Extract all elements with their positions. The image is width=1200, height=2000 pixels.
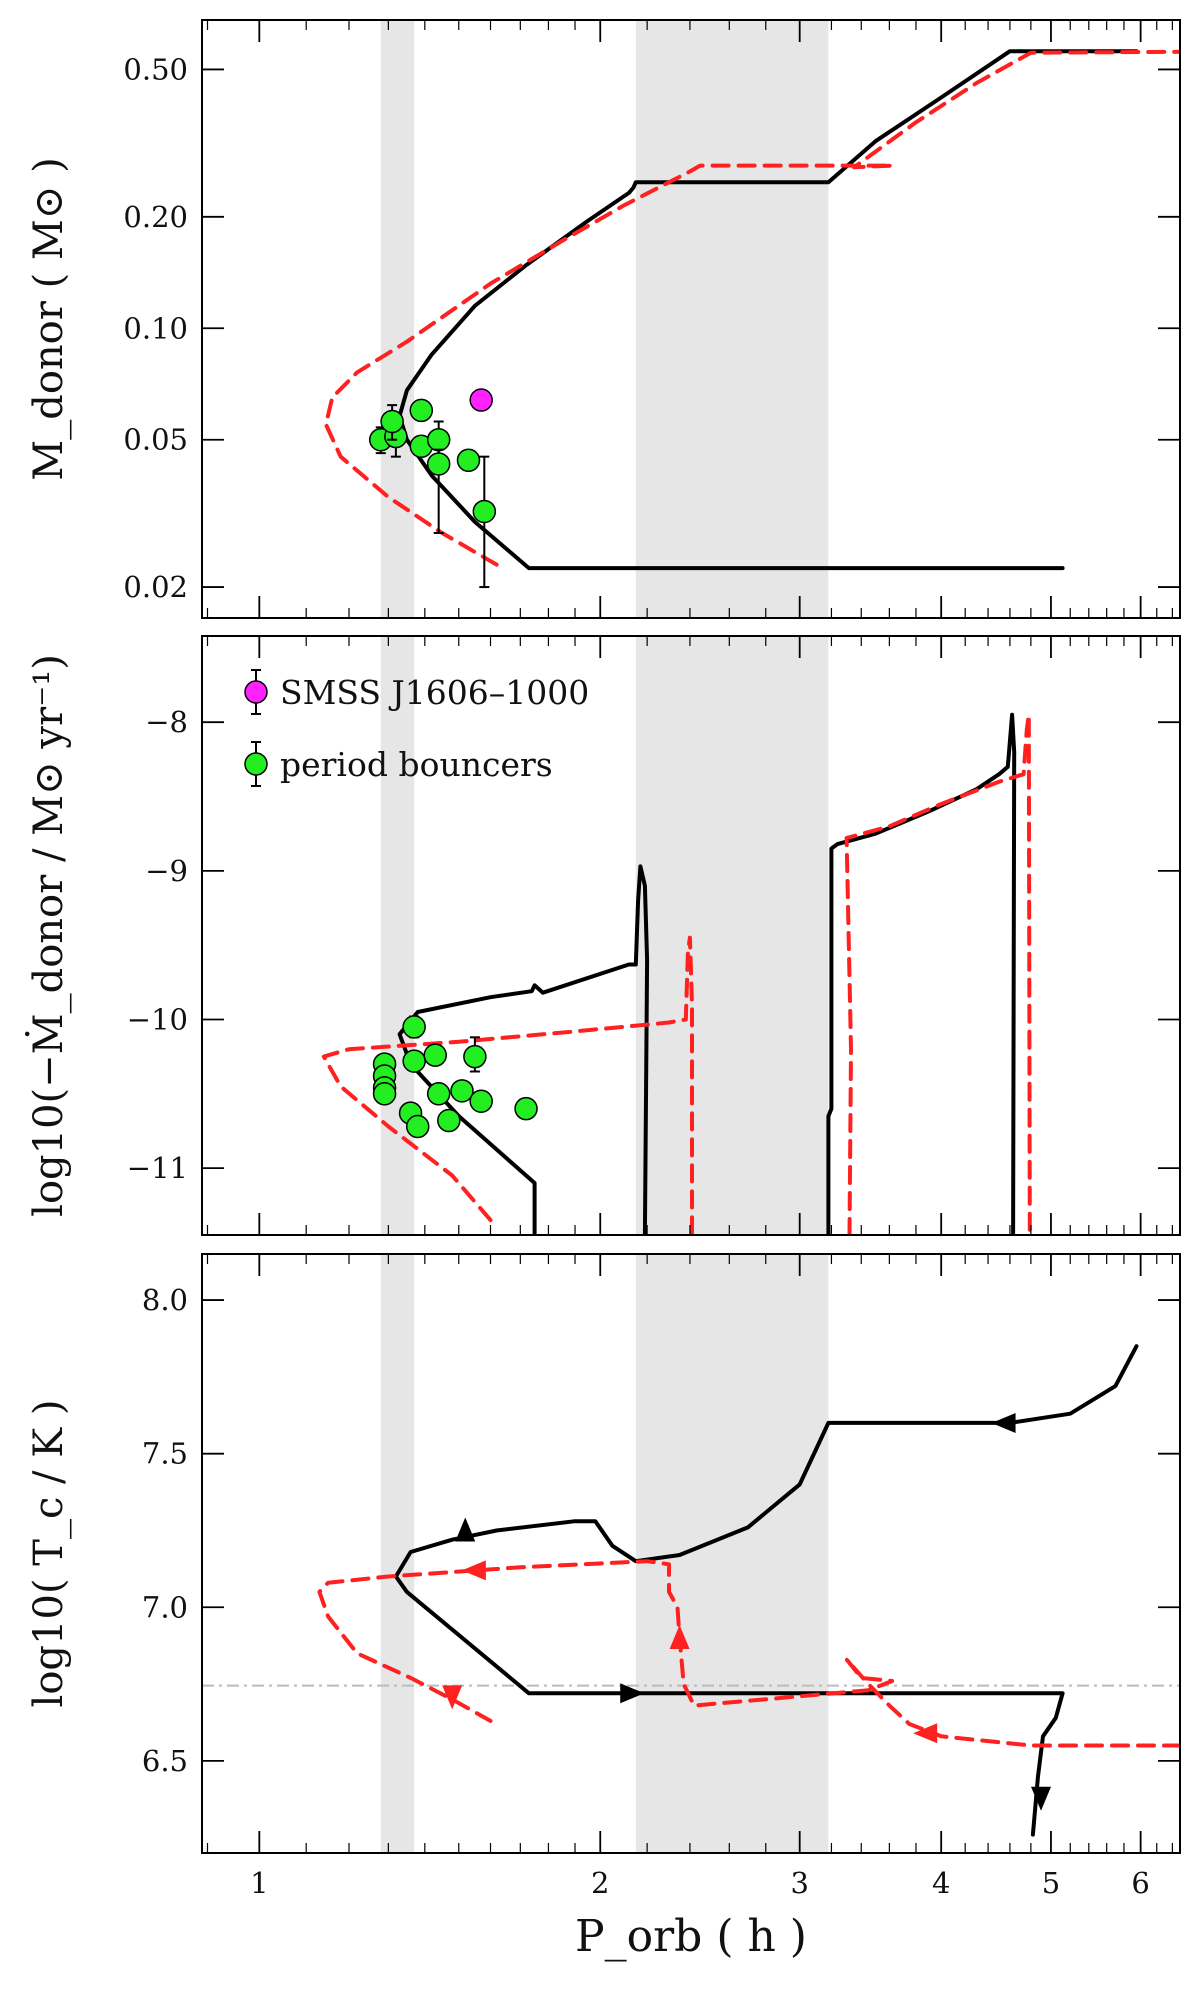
period-bouncer-point <box>463 1044 487 1069</box>
panel-frame <box>201 1253 1181 1854</box>
y-tick-label: 0.05 <box>123 423 188 457</box>
y-tick-label: −8 <box>145 705 188 739</box>
legend-label: period bouncers <box>280 745 553 784</box>
y-tick-label: 6.5 <box>142 1744 188 1778</box>
panel-frame <box>201 635 1181 1236</box>
y-tick-label: −9 <box>145 854 188 888</box>
y-tick-label: 0.50 <box>123 52 188 86</box>
series-red-dashed-line <box>321 935 694 1235</box>
y-tick-label: 0.02 <box>123 570 188 604</box>
direction-arrow <box>455 1517 476 1542</box>
y-tick-label: 0.10 <box>123 311 188 345</box>
panel-central-temperature: 6.5 7.0 7.5 8.0 1 2 3 4 5 6 log10( T_c / K ) P_orb … <box>26 1253 1181 1962</box>
direction-arrow <box>913 1723 938 1744</box>
series-black-solid-line <box>397 864 650 1235</box>
period-bouncer-point <box>456 448 481 473</box>
plot-area <box>323 49 1180 589</box>
period-bouncer-point <box>426 1082 451 1106</box>
legend-marker <box>244 680 268 704</box>
shaded-region <box>635 636 829 1235</box>
period-bouncer-point <box>426 427 451 452</box>
period-bouncer-point <box>402 1015 426 1039</box>
shaded-region <box>635 1254 829 1853</box>
direction-arrow <box>991 1412 1016 1433</box>
x-tick-label: 5 <box>1042 1866 1060 1900</box>
period-bouncer-point <box>472 499 497 524</box>
period-bouncer-point <box>402 1049 426 1073</box>
y-axis-label: log10(−Ṁ_donor / M⊙ yr⁻¹) <box>25 654 72 1217</box>
y-tick-label: 7.0 <box>142 1590 188 1624</box>
direction-arrow <box>442 1685 463 1710</box>
series-red-dashed-line <box>317 1559 1180 1748</box>
x-tick-label: 6 <box>1131 1866 1149 1900</box>
period-bouncer-point <box>423 1043 447 1067</box>
y-tick-label: −11 <box>127 1151 188 1185</box>
series-red-dashed-line <box>323 49 1180 567</box>
x-tick-label: 3 <box>790 1866 808 1900</box>
period-bouncer-point <box>450 1079 474 1103</box>
legend: SMSS J1606–1000 period bouncers <box>244 669 589 787</box>
period-bouncer-point <box>409 398 434 423</box>
series-black-solid-line <box>826 712 1017 1235</box>
x-tick-label: 2 <box>591 1866 609 1900</box>
x-tick-label: 4 <box>932 1866 950 1900</box>
plot-area <box>321 712 1032 1235</box>
y-tick-label: 0.20 <box>123 200 188 234</box>
series-red-dashed-line <box>844 712 1032 1235</box>
panel-donor-mass: 0.02 0.05 0.10 0.20 0.50 M_donor ( M⊙ ) <box>26 19 1181 619</box>
x-axis-label: P_orb ( h ) <box>575 1911 807 1962</box>
period-bouncer-point <box>469 1089 493 1113</box>
y-axis-label: M_donor ( M⊙ ) <box>26 157 72 480</box>
panel-mass-transfer-rate: −11 −10 −9 −8 log10(−Ṁ_donor / M⊙ yr⁻¹) SMSS … <box>25 635 1181 1236</box>
direction-arrow <box>620 1683 645 1704</box>
series-black-solid-line <box>397 49 1139 571</box>
direction-arrow <box>461 1560 486 1581</box>
y-tick-label: 8.0 <box>142 1283 188 1317</box>
y-axis-label: log10( T_c / K ) <box>26 1400 72 1708</box>
period-bouncer-point <box>372 1082 397 1106</box>
period-bouncer-point <box>426 452 451 476</box>
smss-j1606-point <box>469 388 493 412</box>
period-bouncer-point <box>380 409 404 434</box>
legend-marker <box>244 752 268 776</box>
direction-arrow <box>1031 1786 1052 1811</box>
panel-frame <box>201 19 1181 619</box>
y-tick-label: 7.5 <box>142 1437 188 1471</box>
shaded-region <box>380 20 415 618</box>
legend-label: SMSS J1606–1000 <box>280 673 589 712</box>
y-tick-label: −10 <box>127 1002 188 1036</box>
series-black-solid-line <box>393 1344 1139 1837</box>
plot-area <box>317 1344 1180 1837</box>
direction-arrow <box>669 1624 690 1649</box>
period-bouncer-point <box>514 1096 538 1121</box>
x-tick-label: 1 <box>250 1866 268 1900</box>
period-bouncer-point <box>405 1114 430 1139</box>
shaded-region <box>380 636 415 1235</box>
period-bouncer-point <box>437 1108 461 1133</box>
shaded-region <box>635 20 829 618</box>
